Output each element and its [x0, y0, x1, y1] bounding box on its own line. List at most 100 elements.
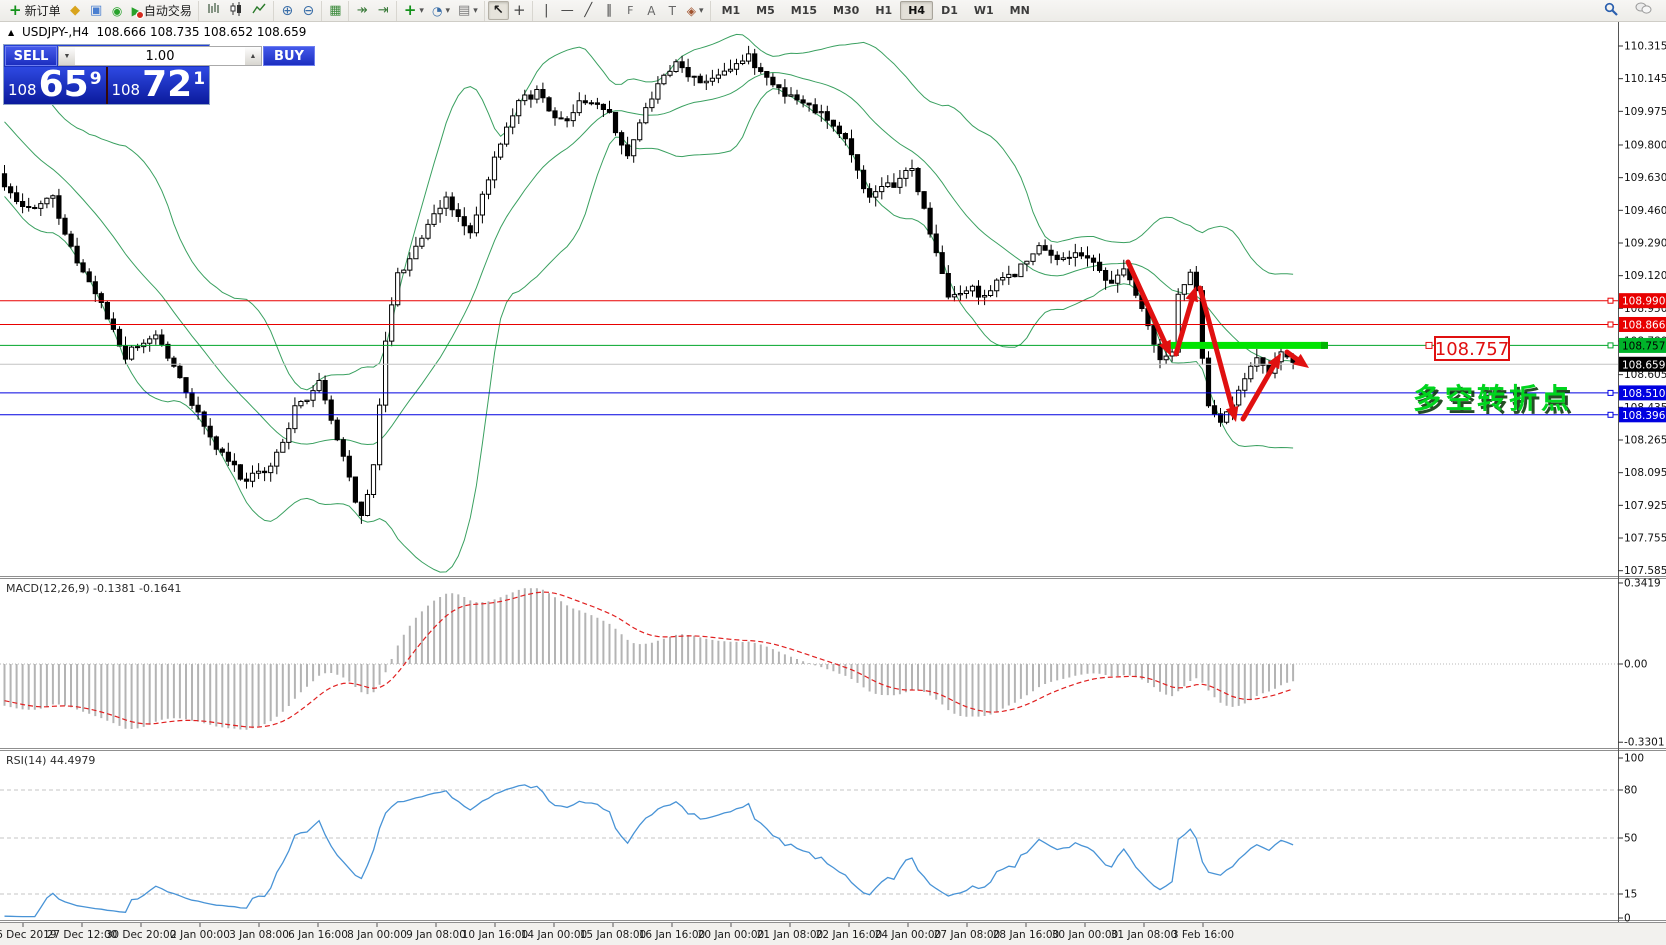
time-axis-label: 14 Jan 00:00 — [521, 929, 587, 941]
bollinger-upper-band — [4, 33, 1294, 391]
text-button[interactable]: A — [641, 1, 662, 20]
panel-separator-0b — [0, 578, 1666, 579]
dropdown-arrow-icon[interactable]: ▾ — [473, 5, 478, 16]
dropdown-arrow-icon[interactable]: ▾ — [419, 5, 424, 16]
red-arrow-annotation-2[interactable] — [1173, 286, 1199, 357]
buy-price[interactable]: 108 72 1 — [107, 67, 209, 104]
dropdown-arrow-icon[interactable]: ▾ — [699, 5, 704, 16]
red-arrow-annotation-3[interactable] — [1197, 285, 1239, 422]
rsi-panel[interactable] — [0, 784, 1618, 918]
sell-button[interactable]: SELL — [5, 46, 57, 66]
toolbar-group-7: | — ╱ ∥ F A T ◈ ▾ — [531, 0, 708, 21]
zoom-in-icon: ⊕ — [281, 2, 294, 19]
svg-text:108.990: 108.990 — [1622, 296, 1665, 308]
volume-input[interactable] — [75, 47, 245, 65]
timeframe-h4-button[interactable]: H4 — [900, 1, 934, 20]
sell-price-main: 65 — [38, 64, 89, 106]
toolbar-group-5: + ▾ ◔ ▾ ▤ ▾ — [395, 0, 482, 21]
chart-text-annotation[interactable]: 多空转折点 — [1413, 382, 1574, 415]
arrow-head — [1158, 339, 1171, 356]
support-line-2-handle[interactable] — [1607, 411, 1614, 418]
chart-canvas[interactable]: 108.757 110.315 110.145 109.975 109.800 109.6… — [0, 22, 1666, 945]
cursor-button[interactable]: ↖ — [487, 1, 509, 20]
support-line-1-handle[interactable] — [1607, 389, 1614, 396]
vertical-line-button[interactable]: | — [536, 1, 557, 20]
metaeditor-button[interactable]: ◆ — [65, 1, 86, 20]
panel-separator-1[interactable] — [0, 748, 1666, 749]
new-order-button[interactable]: + 新订单 — [5, 1, 65, 20]
horizontal-line-button[interactable]: — — [557, 1, 578, 20]
thick-green-level-bar[interactable] — [1170, 341, 1325, 349]
community-button[interactable]: ▣ — [86, 1, 107, 20]
red-arrow-annotation-4[interactable] — [1240, 353, 1281, 422]
auto-scroll-button[interactable]: ↠ — [352, 1, 373, 20]
bar-chart-button[interactable] — [202, 1, 225, 20]
templates-button[interactable]: ▤ ▾ — [454, 1, 482, 20]
timeframe-m5-button[interactable]: M5 — [748, 1, 783, 20]
red-arrow-annotation-1[interactable] — [1125, 259, 1171, 356]
templates-icon: ▤ — [457, 3, 471, 18]
text-label-button[interactable]: T — [662, 1, 683, 20]
timeframe-d1-button[interactable]: D1 — [933, 1, 966, 20]
zoom-in-button[interactable]: ⊕ — [277, 1, 298, 20]
price-tick-label: 107.755 — [1624, 533, 1666, 545]
toolbar-group-6: ↖ + — [483, 0, 530, 21]
bollinger-middle-band — [4, 71, 1294, 446]
main-price-panel[interactable] — [1, 33, 1296, 573]
arrows-button[interactable]: ◈ ▾ — [683, 1, 708, 20]
panel-separator-0[interactable] — [0, 576, 1666, 577]
price-axis[interactable]: 110.315 110.145 109.975 109.800 109.630 109.4… — [1618, 41, 1666, 925]
macd-indicator-label: MACD(12,26,9) -0.1381 -0.1641 — [6, 582, 182, 595]
volume-decrease-button[interactable]: ▼ — [59, 47, 75, 65]
indicators-icon: + — [403, 1, 417, 19]
tile-windows-button[interactable]: ▦ — [325, 1, 346, 20]
chart-background — [0, 22, 1666, 945]
autotrading-button[interactable]: ▶ 自动交易 — [128, 1, 196, 20]
toolbar-group-2: ⊕ ⊖ — [272, 0, 319, 21]
dropdown-arrow-icon[interactable]: ▾ — [445, 5, 450, 16]
timeframe-m1-button[interactable]: M1 — [714, 1, 749, 20]
trendline-button[interactable]: ╱ — [578, 1, 599, 20]
pivot-line-handle[interactable] — [1607, 342, 1614, 349]
time-axis-strip[interactable] — [0, 923, 1666, 945]
macd-histogram — [3, 588, 1295, 730]
new-order-label: 新订单 — [24, 4, 61, 18]
sell-price[interactable]: 108 65 9 — [4, 67, 106, 104]
timeframe-mn-button[interactable]: MN — [1002, 1, 1038, 20]
timeframe-m30-button[interactable]: M30 — [825, 1, 867, 20]
red-arrow-annotation-5[interactable] — [1284, 349, 1309, 368]
panel-separator-2[interactable] — [0, 920, 1666, 921]
toolbar-group-0: + 新订单 ◆ ▣ ◉ ▶ 自动交易 — [2, 1, 196, 21]
channel-button[interactable]: ∥ — [599, 1, 620, 20]
chart-shift-button[interactable]: ⇥ — [373, 1, 394, 20]
macd-panel[interactable] — [0, 588, 1618, 730]
price-tick-label: 108.605 — [1624, 369, 1666, 381]
periods-button[interactable]: ◔ ▾ — [428, 1, 454, 20]
price-divider — [105, 67, 108, 104]
search-button[interactable] — [1600, 1, 1623, 20]
indicators-button[interactable]: + ▾ — [400, 1, 428, 20]
chat-button[interactable] — [1631, 1, 1656, 20]
zoom-out-button[interactable]: ⊖ — [298, 1, 319, 20]
label-anchor-handle[interactable] — [1425, 341, 1433, 349]
buy-button[interactable]: BUY — [263, 46, 315, 66]
resistance-line-2-handle[interactable] — [1607, 321, 1614, 328]
macd-tick-label: -0.3301 — [1624, 737, 1665, 749]
arrow-head — [1293, 353, 1309, 368]
crosshair-button[interactable]: + — [509, 1, 530, 20]
floating-price-label[interactable]: 108.757 — [1425, 336, 1510, 361]
line-chart-button[interactable] — [248, 1, 271, 20]
timeframe-h1-button[interactable]: H1 — [867, 1, 900, 20]
green-bar-handle[interactable] — [1321, 341, 1328, 349]
volume-increase-button[interactable]: ▲ — [245, 47, 261, 65]
collapse-triangle-icon[interactable]: ▲ — [8, 28, 15, 37]
candlestick-chart-button[interactable] — [225, 1, 248, 20]
resistance-line-1-handle[interactable] — [1607, 297, 1614, 304]
timeframe-m15-button[interactable]: M15 — [783, 1, 825, 20]
timeframe-w1-button[interactable]: W1 — [966, 1, 1002, 20]
time-axis-label: 27 Jan 08:00 — [934, 929, 1000, 941]
axis-label-resistance-line-1: 108.990 — [1619, 293, 1666, 309]
signals-button[interactable]: ◉ — [107, 1, 128, 20]
fibonacci-button[interactable]: F — [620, 1, 641, 20]
